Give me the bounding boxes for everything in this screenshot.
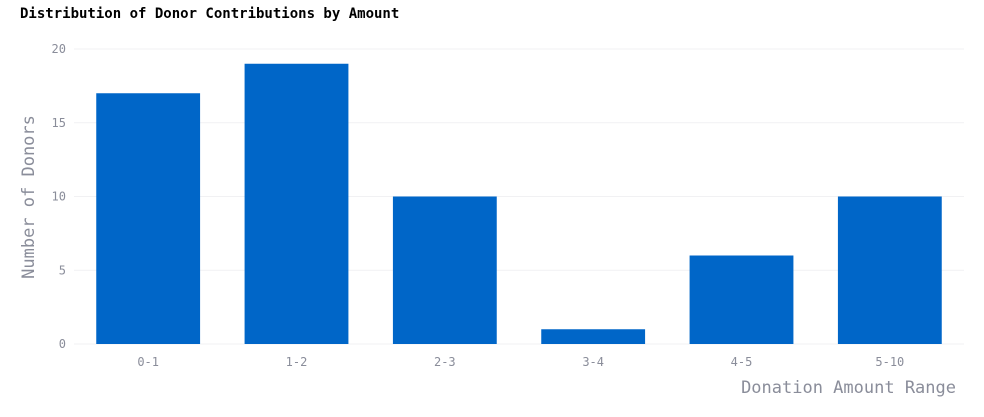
- y-tick-label: 15: [52, 116, 66, 130]
- bar-2-3[interactable]: [392, 196, 497, 345]
- x-tick-label: 3-4: [582, 355, 604, 369]
- y-axis-ticks: 0 5 10 15 20: [52, 42, 66, 351]
- y-tick-label: 20: [52, 42, 66, 56]
- bar-4-5[interactable]: [689, 255, 794, 345]
- x-tick-label: 5-10: [875, 355, 904, 369]
- bars: [96, 63, 942, 345]
- x-tick-label: 0-1: [137, 355, 159, 369]
- x-axis-ticks: 0-1 1-2 2-3 3-4 4-5 5-10: [137, 355, 904, 369]
- y-axis-title: Number of Donors: [19, 115, 39, 279]
- bar-5-10[interactable]: [837, 196, 942, 345]
- x-tick-label: 2-3: [434, 355, 456, 369]
- x-tick-label: 4-5: [731, 355, 753, 369]
- y-tick-label: 10: [52, 190, 66, 204]
- bar-3-4[interactable]: [541, 329, 646, 344]
- bar-0-1[interactable]: [96, 93, 201, 344]
- y-tick-label: 0: [59, 337, 66, 351]
- x-axis-title: Donation Amount Range: [741, 378, 956, 398]
- y-tick-label: 5: [59, 263, 66, 277]
- x-tick-label: 1-2: [286, 355, 308, 369]
- gridlines: [74, 48, 964, 345]
- bar-1-2[interactable]: [244, 63, 349, 344]
- chart-title: Distribution of Donor Contributions by A…: [20, 6, 400, 22]
